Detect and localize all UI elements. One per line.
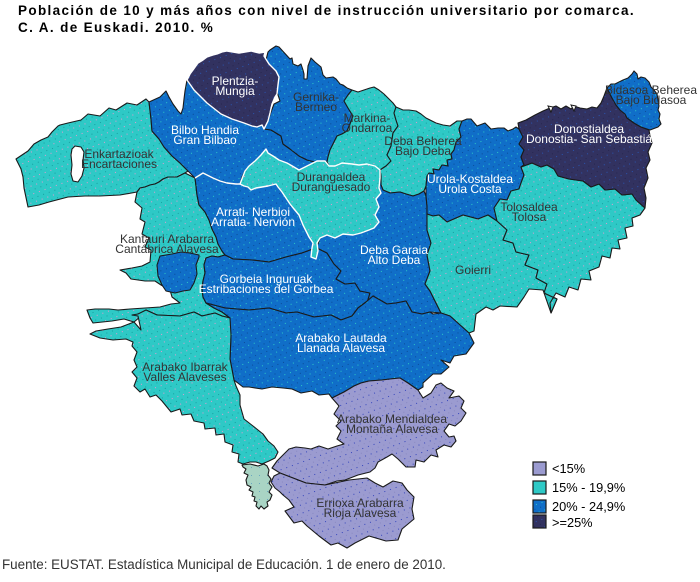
svg-text:Errioxa Arabarra: Errioxa Arabarra: [316, 496, 404, 510]
svg-text:Arabako Mendialdea: Arabako Mendialdea: [337, 412, 447, 426]
svg-text:>=25%: >=25%: [552, 515, 593, 530]
svg-text:20% - 24,9%: 20% - 24,9%: [552, 499, 625, 514]
svg-text:Duranguesado: Duranguesado: [292, 180, 371, 194]
svg-text:Ondarroa: Ondarroa: [342, 121, 393, 135]
svg-text:Kantauri Arabarra: Kantauri Arabarra: [120, 232, 214, 246]
svg-text:Enkartazioak: Enkartazioak: [84, 147, 154, 161]
svg-text:Valles Alaveses: Valles Alaveses: [143, 370, 226, 384]
svg-text:Bermeo: Bermeo: [295, 100, 337, 114]
svg-text:Deba Garaia: Deba Garaia: [360, 243, 428, 257]
svg-text:15% - 19,9%: 15% - 19,9%: [552, 480, 625, 495]
svg-text:Estribaciones del Gorbea: Estribaciones del Gorbea: [199, 282, 334, 296]
svg-text:Urola Costa: Urola Costa: [438, 182, 502, 196]
svg-text:Arabako Lautada: Arabako Lautada: [295, 331, 387, 345]
svg-text:Deba Beherea: Deba Beherea: [384, 134, 462, 148]
svg-text:Alto Deba: Alto Deba: [368, 253, 421, 267]
svg-text:Donostia- San Sebastiá: Donostia- San Sebastiá: [526, 132, 652, 146]
svg-text:Tolosa: Tolosa: [512, 210, 547, 224]
svg-text:Urola-Kostaldea: Urola-Kostaldea: [427, 172, 513, 186]
svg-text:Tolosaldea: Tolosaldea: [500, 200, 558, 214]
svg-text:Cantábrica Alavesa: Cantábrica Alavesa: [115, 242, 219, 256]
svg-text:Llanada Alavesa: Llanada Alavesa: [297, 341, 385, 355]
svg-text:Montaña Alavesa: Montaña Alavesa: [346, 422, 438, 436]
svg-text:Arrati- Nerbioi: Arrati- Nerbioi: [216, 205, 290, 219]
svg-text:Markina-: Markina-: [344, 111, 391, 125]
svg-text:Bidasoa Beherea: Bidasoa Beherea: [605, 83, 697, 97]
svg-text:Plentzia-: Plentzia-: [212, 74, 259, 88]
svg-text:Goierri: Goierri: [455, 263, 491, 277]
svg-text:Bajo Bidasoa: Bajo Bidasoa: [616, 93, 687, 107]
svg-text:Gran Bilbao: Gran Bilbao: [173, 133, 237, 147]
svg-text:Arabako Ibarrak: Arabako Ibarrak: [142, 360, 228, 374]
svg-text:Arratia- Nervión: Arratia- Nervión: [211, 215, 295, 229]
svg-text:<15%: <15%: [552, 461, 585, 476]
svg-text:Bilbo Handia: Bilbo Handia: [171, 123, 239, 137]
svg-text:Rioja Alavesa: Rioja Alavesa: [324, 506, 397, 520]
svg-text:Durangaldea: Durangaldea: [297, 170, 366, 184]
svg-text:Encartaciones: Encartaciones: [81, 157, 157, 171]
svg-text:Mungia: Mungia: [215, 84, 255, 98]
svg-text:Bajo Deba: Bajo Deba: [395, 144, 451, 158]
svg-text:Gernika-: Gernika-: [293, 90, 339, 104]
svg-text:Gorbeia Inguruak: Gorbeia Inguruak: [220, 272, 314, 286]
svg-text:Donostialdea: Donostialdea: [554, 122, 624, 136]
